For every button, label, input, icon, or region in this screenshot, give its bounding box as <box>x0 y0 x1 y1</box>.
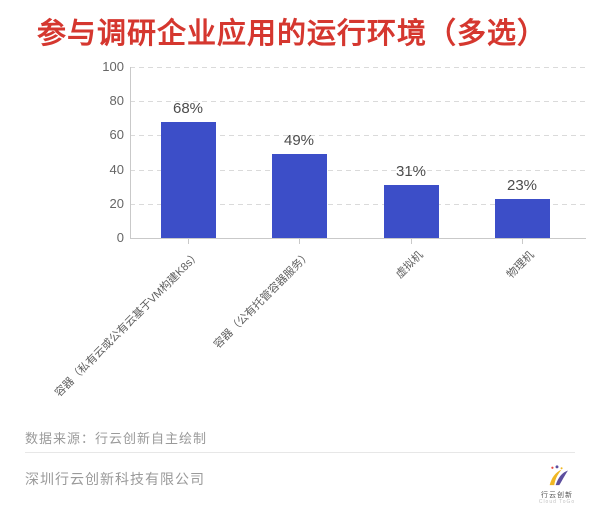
company-name: 深圳行云创新科技有限公司 <box>25 471 205 487</box>
bar-value-label: 31% <box>395 162 427 180</box>
x-axis-baseline <box>130 238 586 239</box>
x-category-label: 容器（私有云或公有云基于VM构建K8s） <box>52 249 203 400</box>
bar-value-label: 68% <box>172 99 204 117</box>
company-logo: 行云创新 Cloud ToGo <box>536 465 578 505</box>
y-gridline <box>130 203 586 205</box>
bar <box>271 154 327 238</box>
x-category-label: 物理机 <box>504 249 537 281</box>
y-tick-label: 100 <box>102 59 124 74</box>
y-tick-label: 0 <box>116 230 124 245</box>
bar <box>383 184 439 238</box>
logo-subtext: Cloud ToGo <box>538 499 576 505</box>
bar <box>494 198 550 238</box>
logo-swirl-icon <box>549 465 568 486</box>
chart-title: 参与调研企业应用的运行环境（多选） <box>37 18 548 50</box>
source-note: 数据来源：行云创新自主绘制 <box>25 431 208 446</box>
y-gridline <box>130 101 586 103</box>
x-tick-mark <box>411 239 412 244</box>
x-category-label: 虚拟机 <box>393 249 426 281</box>
y-gridline <box>130 67 586 68</box>
x-tick-mark <box>522 239 523 244</box>
x-category-label: 容器（公有托管容器服务） <box>211 249 314 351</box>
bar-value-label: 49% <box>283 132 315 150</box>
y-tick-label: 20 <box>109 195 124 211</box>
divider <box>25 452 575 453</box>
y-gridline <box>130 169 586 171</box>
y-tick-label: 60 <box>109 127 124 143</box>
bar <box>160 121 216 238</box>
y-tick-label: 40 <box>109 161 124 177</box>
x-tick-mark <box>299 239 300 244</box>
y-tick-label: 80 <box>109 93 124 109</box>
y-axis-line <box>130 67 131 238</box>
bar-value-label: 23% <box>506 176 538 194</box>
y-gridline <box>130 135 586 137</box>
logo-text: 行云创新 <box>541 492 573 499</box>
x-tick-mark <box>188 239 189 244</box>
